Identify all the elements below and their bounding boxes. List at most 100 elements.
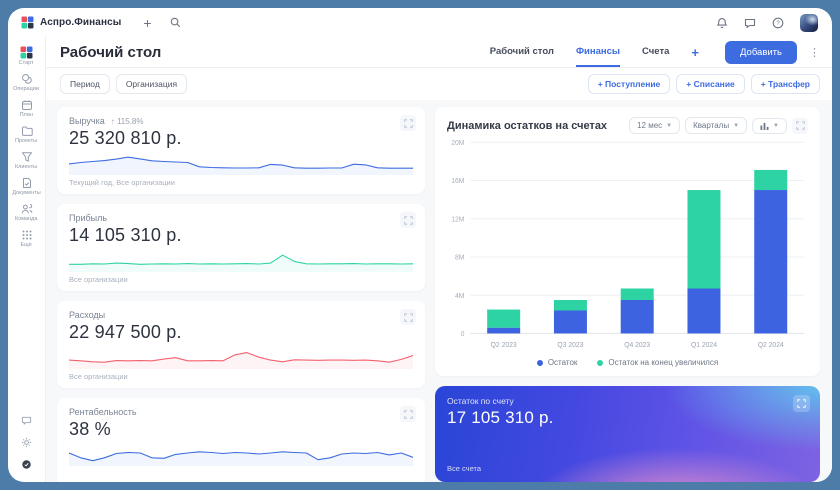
metric-value: 25 320 810 р.: [69, 128, 182, 148]
search-icon[interactable]: [170, 17, 181, 28]
chart-legend: Остаток Остаток на конец увеличился: [447, 354, 808, 370]
support-chat-icon[interactable]: [21, 415, 32, 426]
page-title: Рабочий стол: [60, 43, 162, 61]
funnel-icon: [21, 152, 32, 162]
revenue-card: Выручка ↑ 115.8% 25 320 810 р. Текущий г…: [57, 107, 425, 194]
legend-item-balance[interactable]: Остаток: [536, 358, 577, 367]
balance-dynamics-card: Динамика остатков на счетах 12 мес ▼ Квар…: [435, 107, 820, 376]
income-button[interactable]: + Поступление: [587, 74, 671, 94]
main: Рабочий стол Рабочий стол Финансы Счета …: [46, 37, 832, 482]
sidebar-item-clients[interactable]: Клиенты: [10, 148, 44, 174]
sidebar-item-more[interactable]: Ещё: [10, 226, 44, 252]
tab-desktop[interactable]: Рабочий стол: [489, 45, 554, 57]
account-balance-card: Остаток по счету 17 105 310 р. Все счета: [435, 386, 820, 482]
topbar-add-button[interactable]: +: [143, 14, 152, 31]
chevron-down-icon: ▼: [773, 122, 779, 129]
chart-controls: 12 мес ▼ Кварталы ▼ ▼: [629, 117, 808, 134]
sidebar-label: Операции: [13, 86, 40, 92]
dashboard-tabs: Рабочий стол Финансы Счета +: [490, 37, 699, 67]
expand-icon[interactable]: [400, 309, 416, 325]
more-grid-icon: [22, 230, 31, 240]
coins-icon: [21, 74, 32, 84]
user-avatar[interactable]: [800, 13, 818, 32]
topbar: Аспро.Финансы + ?: [8, 8, 832, 37]
account-label: Остаток по счету: [447, 396, 514, 406]
kebab-menu-icon[interactable]: ⋮: [809, 46, 820, 59]
sidebar-item-operations[interactable]: Операции: [10, 70, 44, 96]
account-footer: Все счета: [447, 464, 482, 473]
sidebar: Старт Операции План Проекты Клиенты Доку…: [8, 37, 46, 482]
metric-footer: Все организации: [69, 372, 128, 381]
expand-icon[interactable]: [400, 115, 416, 131]
chevron-down-icon: ▼: [666, 122, 673, 129]
expense-button[interactable]: + Списание: [676, 74, 745, 94]
tab-accounts[interactable]: Счета: [642, 45, 670, 57]
charts-column: Динамика остатков на счетах 12 мес ▼ Квар…: [435, 107, 820, 482]
expand-icon[interactable]: [400, 212, 416, 228]
help-icon[interactable]: ?: [772, 17, 784, 29]
topbar-right: ?: [716, 13, 818, 32]
expand-icon[interactable]: [400, 406, 416, 422]
balance-stacked-bar-chart: 0 4M 8M 12M 16M 20M Q2 2023 Q3 2023 Q4 2023 Q1 20…: [451, 140, 805, 349]
svg-text:12M: 12M: [451, 216, 464, 223]
metric-title: Расходы: [69, 310, 106, 320]
chart-area: 0 4M 8M 12M 16M 20M Q2 2023 Q3 2023 Q4 2023 Q1 20…: [447, 134, 808, 354]
svg-text:Q2 2023: Q2 2023: [491, 342, 517, 349]
content: Выручка ↑ 115.8% 25 320 810 р. Текущий г…: [46, 100, 832, 482]
tab-finances[interactable]: Финансы: [575, 37, 621, 67]
profit-card: Прибыль 14 105 310 р. Все организации: [57, 204, 425, 291]
tab-add-button[interactable]: +: [691, 44, 699, 60]
sidebar-item-projects[interactable]: Проекты: [10, 122, 44, 148]
metric-delta: ↑ 115.8%: [110, 116, 144, 126]
filterbar-actions: + Поступление + Списание + Трансфер: [587, 74, 820, 94]
app-window: Аспро.Финансы + ? Старт Операции: [8, 8, 832, 482]
expand-icon[interactable]: [793, 395, 810, 412]
sidebar-bottom: [21, 415, 32, 482]
dark-app-icon[interactable]: [21, 459, 32, 470]
range-select[interactable]: 12 мес ▼: [629, 117, 681, 134]
metric-title: Прибыль: [69, 213, 108, 223]
sidebar-label: Ещё: [20, 242, 33, 248]
app-logo-icon: [21, 16, 34, 29]
transfer-button[interactable]: + Трансфер: [750, 74, 820, 94]
legend-dot-blue: [536, 359, 543, 366]
metric-value: 14 105 310 р.: [69, 225, 182, 245]
sidebar-label: Клиенты: [15, 164, 38, 170]
grouping-select[interactable]: Кварталы ▼: [685, 117, 748, 134]
svg-text:Q1 2024: Q1 2024: [691, 342, 717, 349]
profit-sparkline: [69, 246, 413, 272]
settings-gear-icon[interactable]: [21, 437, 32, 448]
svg-text:4M: 4M: [455, 293, 465, 300]
document-icon: [22, 178, 31, 188]
metric-title: Рентабельность: [69, 407, 137, 417]
svg-text:Q4 2023: Q4 2023: [624, 342, 650, 349]
sidebar-label: Документы: [12, 190, 41, 196]
sidebar-label: Старт: [18, 60, 35, 66]
expand-icon[interactable]: [792, 117, 808, 134]
chat-icon[interactable]: [744, 17, 756, 29]
sidebar-item-documents[interactable]: Документы: [10, 174, 44, 200]
sidebar-item-plan[interactable]: План: [10, 96, 44, 122]
expenses-card: Расходы 22 947 500 р. Все организации: [57, 301, 425, 388]
svg-text:8M: 8M: [455, 254, 465, 261]
margin-card: Рентабельность 38 %: [57, 398, 425, 482]
metric-value: 38 %: [69, 419, 111, 439]
metric-title: Выручка: [69, 116, 105, 126]
legend-item-balance-increase[interactable]: Остаток на конец увеличился: [597, 358, 718, 367]
expenses-sparkline: [69, 343, 413, 369]
chart-title: Динамика остатков на счетах: [447, 119, 608, 132]
calendar-icon: [21, 100, 32, 110]
sidebar-item-start[interactable]: Старт: [10, 43, 44, 70]
organization-filter-button[interactable]: Организация: [115, 74, 188, 94]
sidebar-item-team[interactable]: Команда: [10, 200, 44, 226]
svg-text:20M: 20M: [451, 140, 464, 147]
svg-text:?: ?: [776, 21, 780, 27]
period-filter-button[interactable]: Период: [60, 74, 110, 94]
folder-icon: [21, 126, 33, 136]
legend-dot-teal: [597, 359, 604, 366]
chart-type-select[interactable]: ▼: [752, 117, 787, 134]
bell-icon[interactable]: [716, 17, 728, 29]
metric-value: 22 947 500 р.: [69, 322, 182, 342]
add-button[interactable]: Добавить: [725, 40, 797, 64]
metric-footer: Все организации: [69, 275, 128, 284]
